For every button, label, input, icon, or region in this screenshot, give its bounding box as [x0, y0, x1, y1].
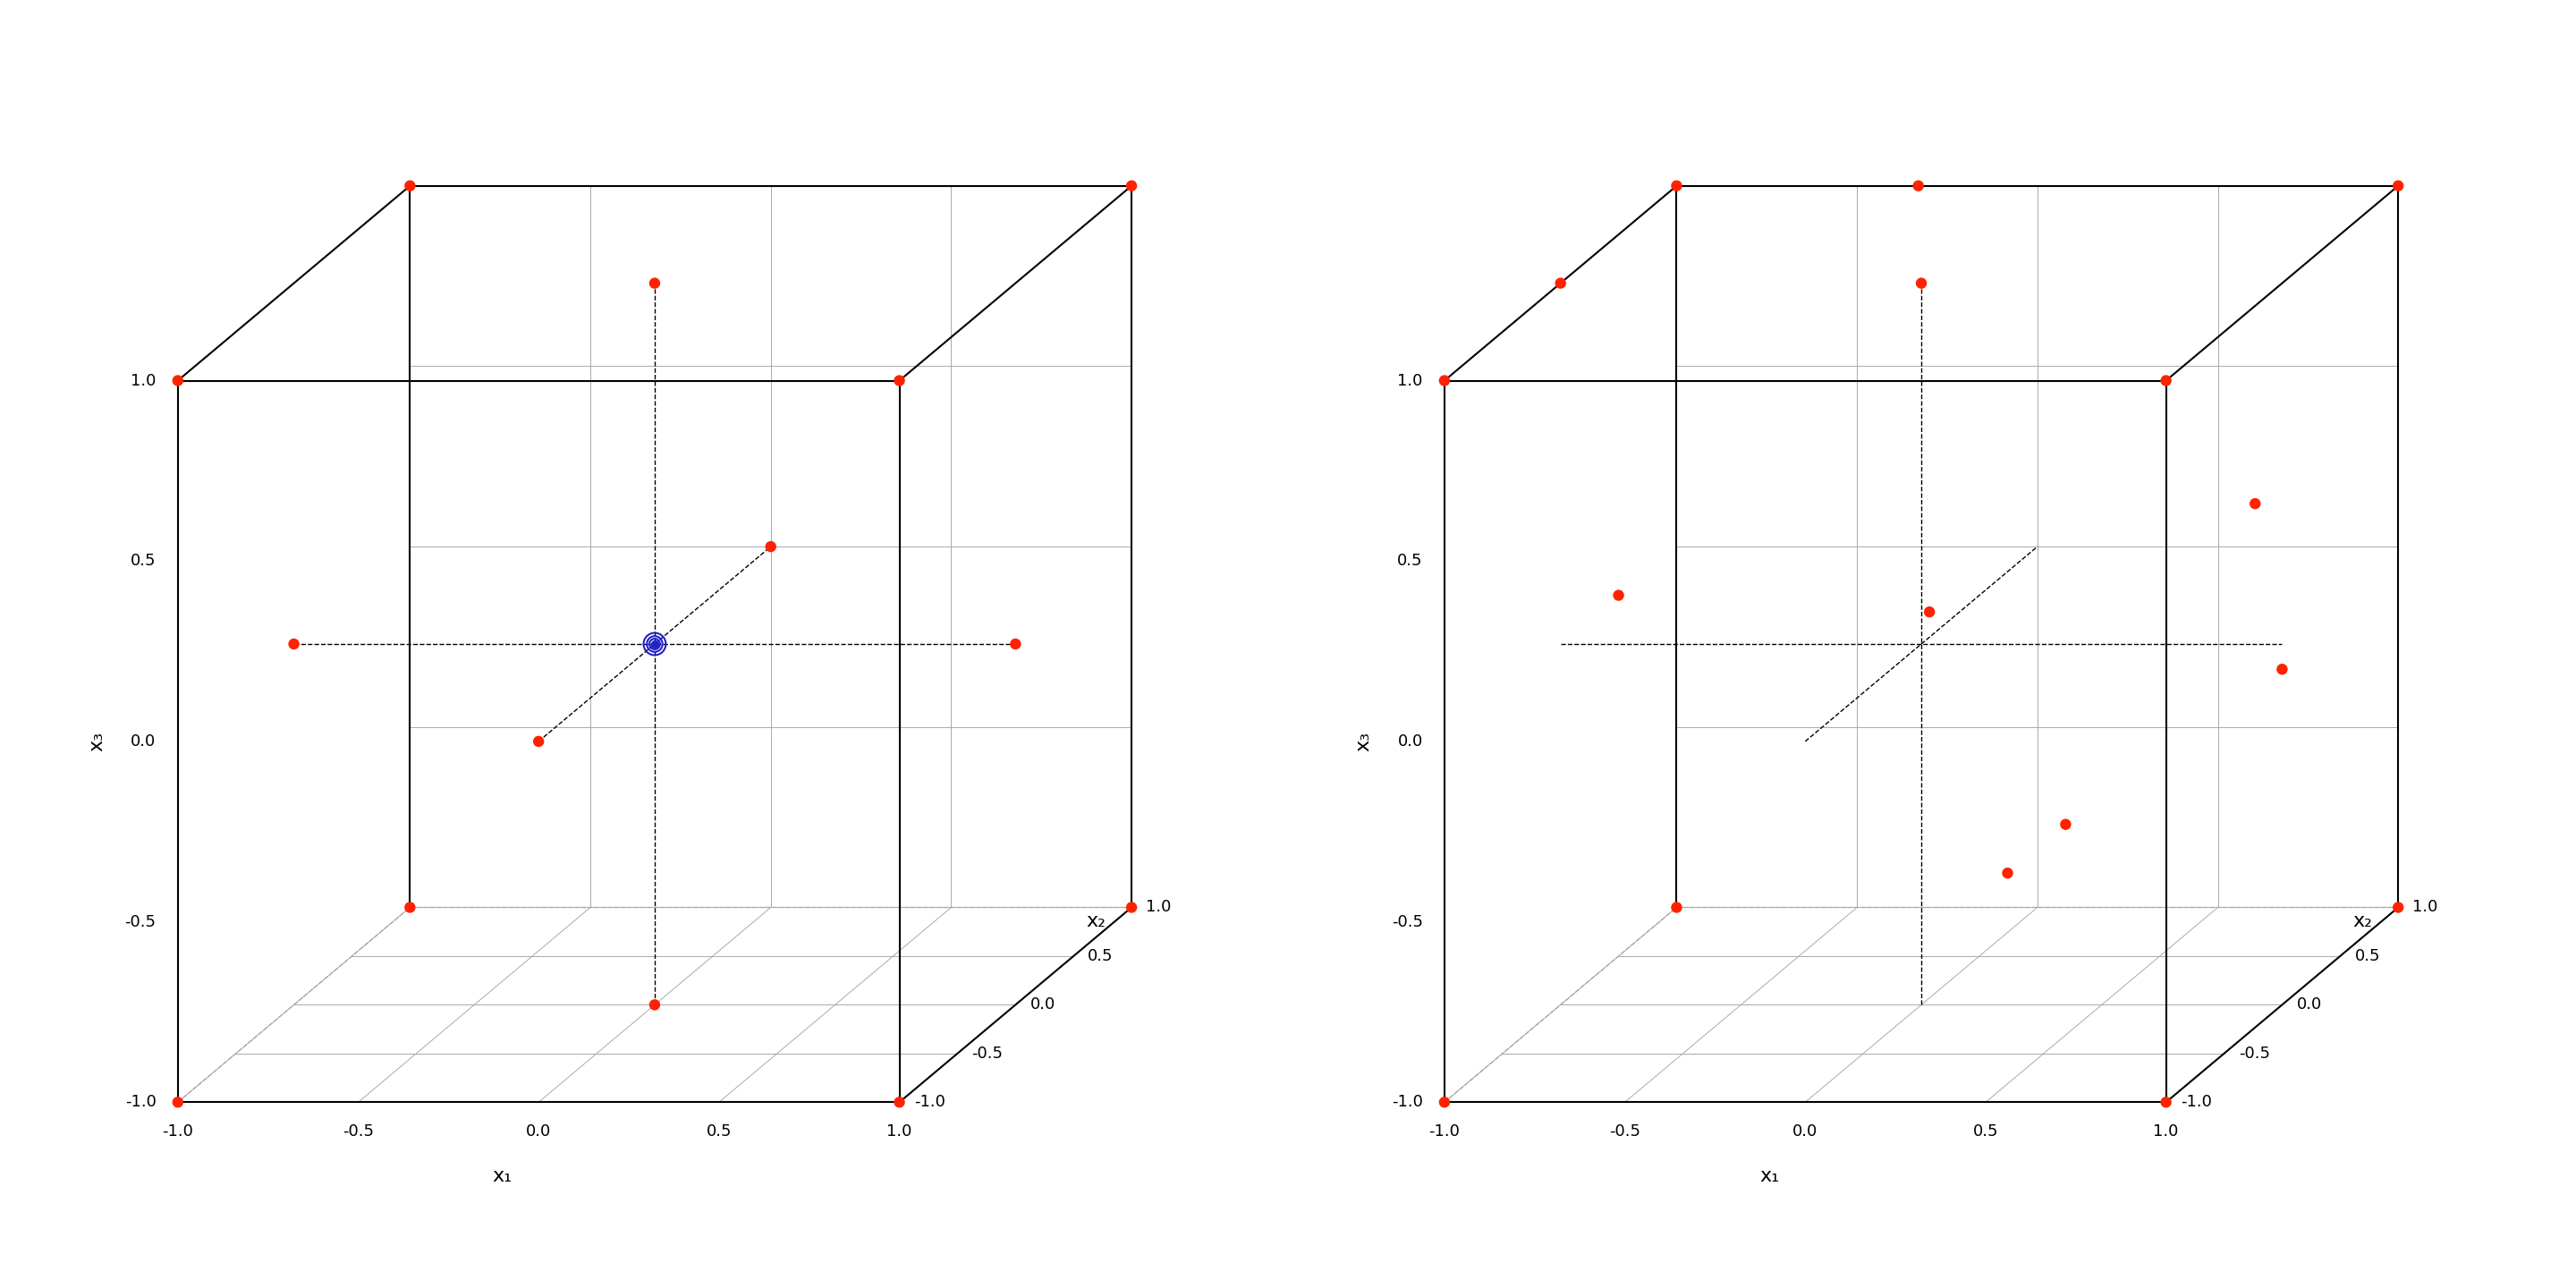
Text: 0.0: 0.0	[1030, 997, 1056, 1012]
Text: -0.5: -0.5	[2239, 1046, 2269, 1061]
Text: 0.5: 0.5	[706, 1124, 732, 1140]
Text: 0.0: 0.0	[526, 1124, 551, 1140]
Point	[634, 634, 675, 654]
Point	[273, 634, 314, 654]
Text: x₁: x₁	[492, 1167, 513, 1185]
Point	[389, 896, 430, 917]
Text: -1.0: -1.0	[1430, 1124, 1461, 1140]
Text: 0.0: 0.0	[1793, 1124, 1819, 1140]
Text: -0.5: -0.5	[1610, 1124, 1641, 1140]
Text: 1.0: 1.0	[131, 372, 157, 389]
Point	[994, 634, 1036, 654]
Text: 1.0: 1.0	[886, 1124, 912, 1140]
Point	[2378, 175, 2419, 196]
Text: 0.0: 0.0	[2298, 997, 2321, 1012]
Text: -1.0: -1.0	[126, 1094, 157, 1110]
Point	[1656, 175, 1698, 196]
Point	[1986, 863, 2027, 884]
Point	[157, 371, 198, 392]
Text: 0.5: 0.5	[131, 553, 157, 569]
Point	[2045, 814, 2087, 835]
Point	[634, 634, 675, 654]
Text: 0.5: 0.5	[1087, 948, 1113, 965]
Text: 1.0: 1.0	[2414, 899, 2437, 916]
Point	[634, 634, 675, 654]
Point	[1909, 601, 1950, 622]
Point	[1425, 1092, 1466, 1113]
Text: 1.0: 1.0	[1396, 372, 1422, 389]
Point	[157, 1092, 198, 1113]
Text: x₁: x₁	[1759, 1167, 1780, 1185]
Text: -0.5: -0.5	[124, 913, 157, 930]
Point	[1110, 175, 1151, 196]
Text: 0.0: 0.0	[131, 733, 157, 750]
Point	[1425, 371, 1466, 392]
Point	[878, 1092, 920, 1113]
Point	[634, 273, 675, 294]
Text: -1.0: -1.0	[2179, 1094, 2213, 1110]
Text: -0.5: -0.5	[971, 1046, 1002, 1061]
Point	[2146, 1092, 2187, 1113]
Point	[1110, 896, 1151, 917]
Text: -1.0: -1.0	[162, 1124, 193, 1140]
Text: -0.5: -0.5	[343, 1124, 374, 1140]
Text: 0.5: 0.5	[1396, 553, 1422, 569]
Point	[389, 175, 430, 196]
Text: -1.0: -1.0	[1391, 1094, 1422, 1110]
Text: 1.0: 1.0	[1146, 899, 1172, 916]
Point	[518, 732, 559, 752]
Text: x₂: x₂	[1087, 912, 1105, 930]
Point	[2233, 493, 2275, 514]
Point	[1540, 273, 1582, 294]
Point	[1899, 175, 1940, 196]
Point	[634, 634, 675, 654]
Text: x₂: x₂	[2352, 912, 2372, 930]
Point	[634, 994, 675, 1015]
Text: 0.5: 0.5	[2354, 948, 2380, 965]
Point	[1656, 896, 1698, 917]
Text: -1.0: -1.0	[914, 1094, 945, 1110]
Point	[1901, 273, 1942, 294]
Text: -0.5: -0.5	[1391, 913, 1422, 930]
Point	[750, 536, 791, 556]
Text: 0.0: 0.0	[1399, 733, 1422, 750]
Text: x₃: x₃	[88, 732, 106, 751]
Point	[878, 371, 920, 392]
Point	[1597, 585, 1638, 605]
Text: x₃: x₃	[1355, 732, 1373, 751]
Point	[2146, 371, 2187, 392]
Point	[2262, 659, 2303, 680]
Text: 0.5: 0.5	[1973, 1124, 1999, 1140]
Point	[2378, 896, 2419, 917]
Text: 1.0: 1.0	[2154, 1124, 2179, 1140]
